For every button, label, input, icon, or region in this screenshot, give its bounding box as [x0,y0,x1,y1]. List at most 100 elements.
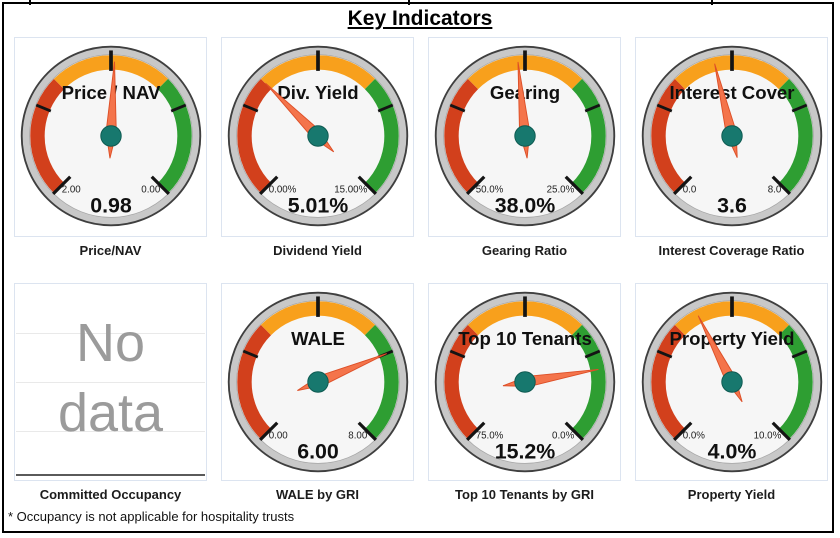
gauge-tick [656,349,672,359]
gauge-tick [465,421,485,441]
gauge-svg: Gearing 50.0% 25.0% 38.0% [434,45,615,227]
gauge-panel-top10-tenants: Top 10 Tenants 75.0% 0.0% 15.2% [428,283,621,481]
gauge-tick [771,421,791,441]
gauge-caption-top10-tenants: Top 10 Tenants by GRI [455,487,594,502]
gauge-arc-red [29,78,64,194]
gauge-panel-gearing: Gearing 50.0% 25.0% 38.0% [428,37,621,237]
gauge-title: Div. Yield [277,82,358,103]
gauge-tick [564,421,584,441]
gauge-svg: Price / NAV 2.00 0.00 0.98 [20,45,201,227]
gauge-tick [672,175,692,195]
gauge-value: 4.0% [707,439,756,463]
gauge-arc-red [650,78,685,194]
no-data-line2: data [57,383,164,444]
no-data-label: No data [15,284,206,472]
gauge-hub [306,371,329,393]
gauge-tick [242,349,258,359]
gauge-arc-green [364,324,399,440]
gauge-max-label: 8.00 [348,431,368,442]
gauge-title: Interest Cover [669,82,794,103]
gauge-arc-red [443,324,478,440]
gauge-min-label: 50.0% [475,185,503,196]
gauge-value: 6.00 [297,439,339,463]
gauge-max-label: 8.0 [767,185,781,196]
gauge-min-label: 2.00 [61,185,81,196]
gauge-arc-red [650,324,685,440]
gauge-tick [150,175,170,195]
gauge-tick [242,103,258,113]
gauge-value: 38.0% [494,193,555,217]
gauge-value: 0.98 [90,193,132,217]
gauge-caption-wale: WALE by GRI [275,487,360,502]
gauge-tick [791,349,807,359]
gauge-panel-dividend-yield: Div. Yield 0.00% 15.00% 5.01% [221,37,414,237]
gauge-panel-property-yield: Property Yield 0.0% 10.0% 4.0% [635,283,828,481]
gauge-caption-dividend-yield: Dividend Yield [273,243,362,258]
gauge-arc-red [236,324,271,440]
gauge-caption-committed-occupancy: Committed Occupancy [39,487,182,502]
gauge-value: 3.6 [717,193,747,217]
gauge-tick [449,349,465,359]
axis-line [16,474,205,477]
gauge-top10-tenants: Top 10 Tenants 75.0% 0.0% 15.2% [432,289,618,475]
gauge-caption-interest-cover: Interest Coverage Ratio [658,243,805,258]
gauge-tick [791,103,807,113]
gauge-tick [35,103,51,113]
gauge-hub [99,125,122,147]
gauge-tick [584,349,600,359]
gridline [16,431,205,432]
gauge-title: Gearing [489,82,559,103]
page-title: Key Indicators [347,7,493,30]
gauge-hub [306,125,329,147]
gauge-max-label: 0.0% [552,431,575,442]
gauge-max-label: 10.0% [753,431,781,442]
no-data-line1: No [75,312,146,373]
gauge-min-label: 0.0% [682,431,705,442]
gauge-min-label: 0.00% [268,185,296,196]
gauge-arc-green [571,78,606,194]
gauge-svg: Property Yield 0.0% 10.0% 4.0% [641,291,822,473]
gauge-interest-cover: Interest Cover 0.0 8.0 3.6 [639,43,825,229]
gauge-panel-interest-cover: Interest Cover 0.0 8.0 3.6 [635,37,828,237]
gauge-tick [672,421,692,441]
grid-stub [711,0,713,5]
gauge-arc-green [778,78,813,194]
gauge-arc-red [236,78,271,194]
gauge-tick [377,103,393,113]
gauge-arc-green [778,324,813,440]
gauge-tick [656,103,672,113]
gauge-tick [564,175,584,195]
gauge-hub [513,371,536,393]
gauge-tick [258,421,278,441]
gauge-svg: Div. Yield 0.00% 15.00% 5.01% [227,45,408,227]
gauge-panel-price-nav: Price / NAV 2.00 0.00 0.98 [14,37,207,237]
grid-stub [29,0,31,5]
gauge-caption-gearing: Gearing Ratio [481,243,568,258]
gauge-max-label: 25.0% [546,185,574,196]
gauge-tick [170,103,186,113]
gauge-title: Top 10 Tenants [458,328,592,349]
gauge-hub [513,125,536,147]
gauge-price-nav: Price / NAV 2.00 0.00 0.98 [18,43,204,229]
gauge-tick [449,103,465,113]
gauge-min-label: 75.0% [475,431,503,442]
gauge-tick [584,103,600,113]
gauge-dividend-yield: Div. Yield 0.00% 15.00% 5.01% [225,43,411,229]
gauge-min-label: 0.00 [268,431,288,442]
gauge-tick [51,175,71,195]
gauge-tick [357,175,377,195]
gauge-value: 15.2% [494,439,555,463]
gauge-gearing: Gearing 50.0% 25.0% 38.0% [432,43,618,229]
gauge-caption-price-nav: Price/NAV [79,243,142,258]
gauge-arc-red [443,78,478,194]
gauge-tick [465,175,485,195]
gauge-wale: WALE 0.00 8.00 6.00 [225,289,411,475]
gauge-property-yield: Property Yield 0.0% 10.0% 4.0% [639,289,825,475]
gauge-tick [357,421,377,441]
gauge-caption-property-yield: Property Yield [687,487,776,502]
gauge-arc-green [571,324,606,440]
gauge-panel-wale: WALE 0.00 8.00 6.00 [221,283,414,481]
no-data-panel: No data [14,283,207,481]
grid-stub [408,0,410,5]
